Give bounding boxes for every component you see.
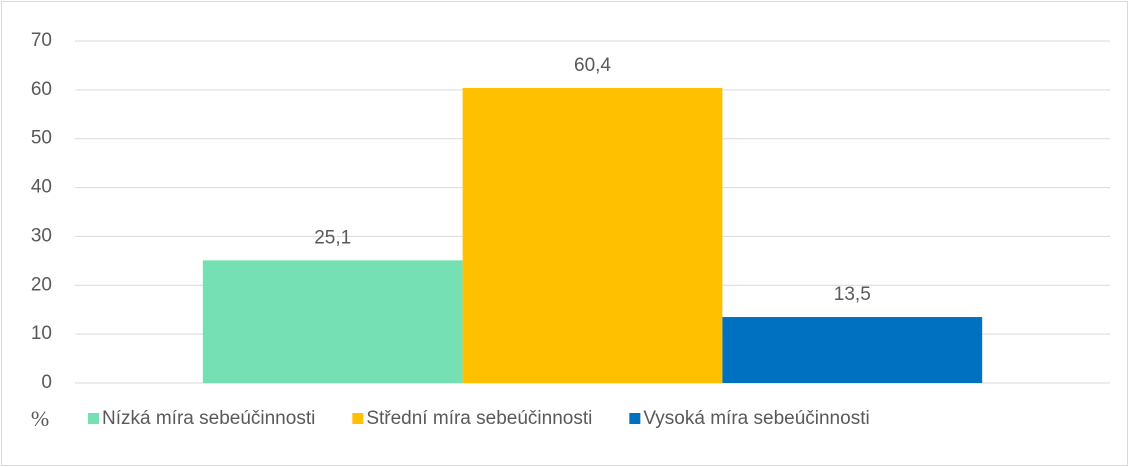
y-tick-label: 30	[31, 225, 52, 246]
y-axis-label: %	[31, 406, 49, 431]
bar	[202, 260, 463, 383]
legend-label: Nízká míra sebeúčinnosti	[102, 408, 315, 429]
bar	[462, 87, 723, 383]
legend-label: Střední míra sebeúčinnosti	[366, 408, 592, 429]
y-tick-label: 20	[31, 274, 52, 295]
y-tick-label: 0	[41, 372, 52, 393]
data-label: 25,1	[314, 227, 351, 248]
data-label: 60,4	[574, 55, 611, 76]
legend-label: Vysoká míra sebeúčinnosti	[643, 408, 869, 429]
bar	[722, 317, 983, 383]
y-tick-label: 50	[31, 128, 52, 149]
data-label: 13,5	[834, 284, 871, 305]
y-tick-label: 10	[31, 323, 52, 344]
legend-swatch	[88, 413, 99, 424]
y-tick-label: 40	[31, 177, 52, 198]
y-tick-label: 70	[31, 30, 52, 51]
y-tick-label: 60	[31, 79, 52, 100]
legend-swatch	[352, 413, 364, 424]
legend-swatch	[629, 413, 641, 424]
